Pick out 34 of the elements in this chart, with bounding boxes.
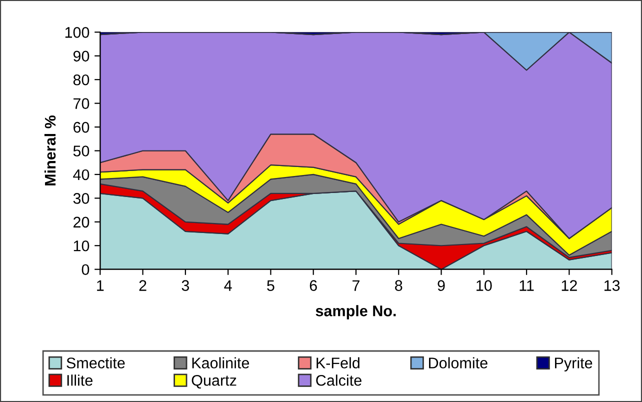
y-tick-label: 0	[82, 264, 90, 276]
x-tick-label: 12	[562, 280, 577, 291]
x-tick-label: 4	[224, 280, 232, 291]
y-tick-label: 80	[73, 74, 90, 86]
y-tick-label: 30	[73, 193, 90, 204]
legend-label: Pyrite	[555, 357, 592, 372]
x-tick-label: 11	[520, 280, 534, 291]
x-tick-label: 7	[352, 280, 360, 291]
x-tick-label: 8	[395, 280, 402, 291]
x-tick-label: 6	[310, 280, 317, 291]
x-tick-label: 2	[139, 280, 146, 291]
y-tick-label: 10	[74, 240, 90, 252]
legend-label: Quartz	[192, 374, 236, 389]
y-tick-label: 20	[74, 216, 90, 228]
y-tick-label: 90	[73, 50, 90, 62]
legend-label: Illite	[67, 374, 92, 386]
y-tick-label: 50	[73, 146, 90, 156]
y-tick-label: 70	[74, 98, 90, 109]
x-tick-label: 5	[267, 280, 274, 291]
y-tick-label: 40	[73, 169, 90, 180]
x-tick-label: 1	[97, 280, 104, 291]
y-axis-title: Mineral %	[44, 115, 56, 186]
x-tick-label: 3	[182, 280, 190, 291]
legend-label: Calcite	[316, 374, 362, 386]
legend-label: Smectite	[66, 357, 125, 368]
y-tick-label: 60	[74, 122, 90, 133]
legend-label: Kaolinite	[192, 357, 250, 368]
legend-label: K-Feld	[316, 357, 360, 368]
x-tick-label: 10	[476, 280, 492, 291]
x-tick-label: 9	[438, 280, 445, 291]
legend-label: Dolomite	[429, 357, 488, 368]
x-axis-title: sample No.	[316, 305, 396, 320]
y-tick-label: 100	[65, 27, 90, 38]
x-tick-label: 13	[604, 280, 620, 291]
